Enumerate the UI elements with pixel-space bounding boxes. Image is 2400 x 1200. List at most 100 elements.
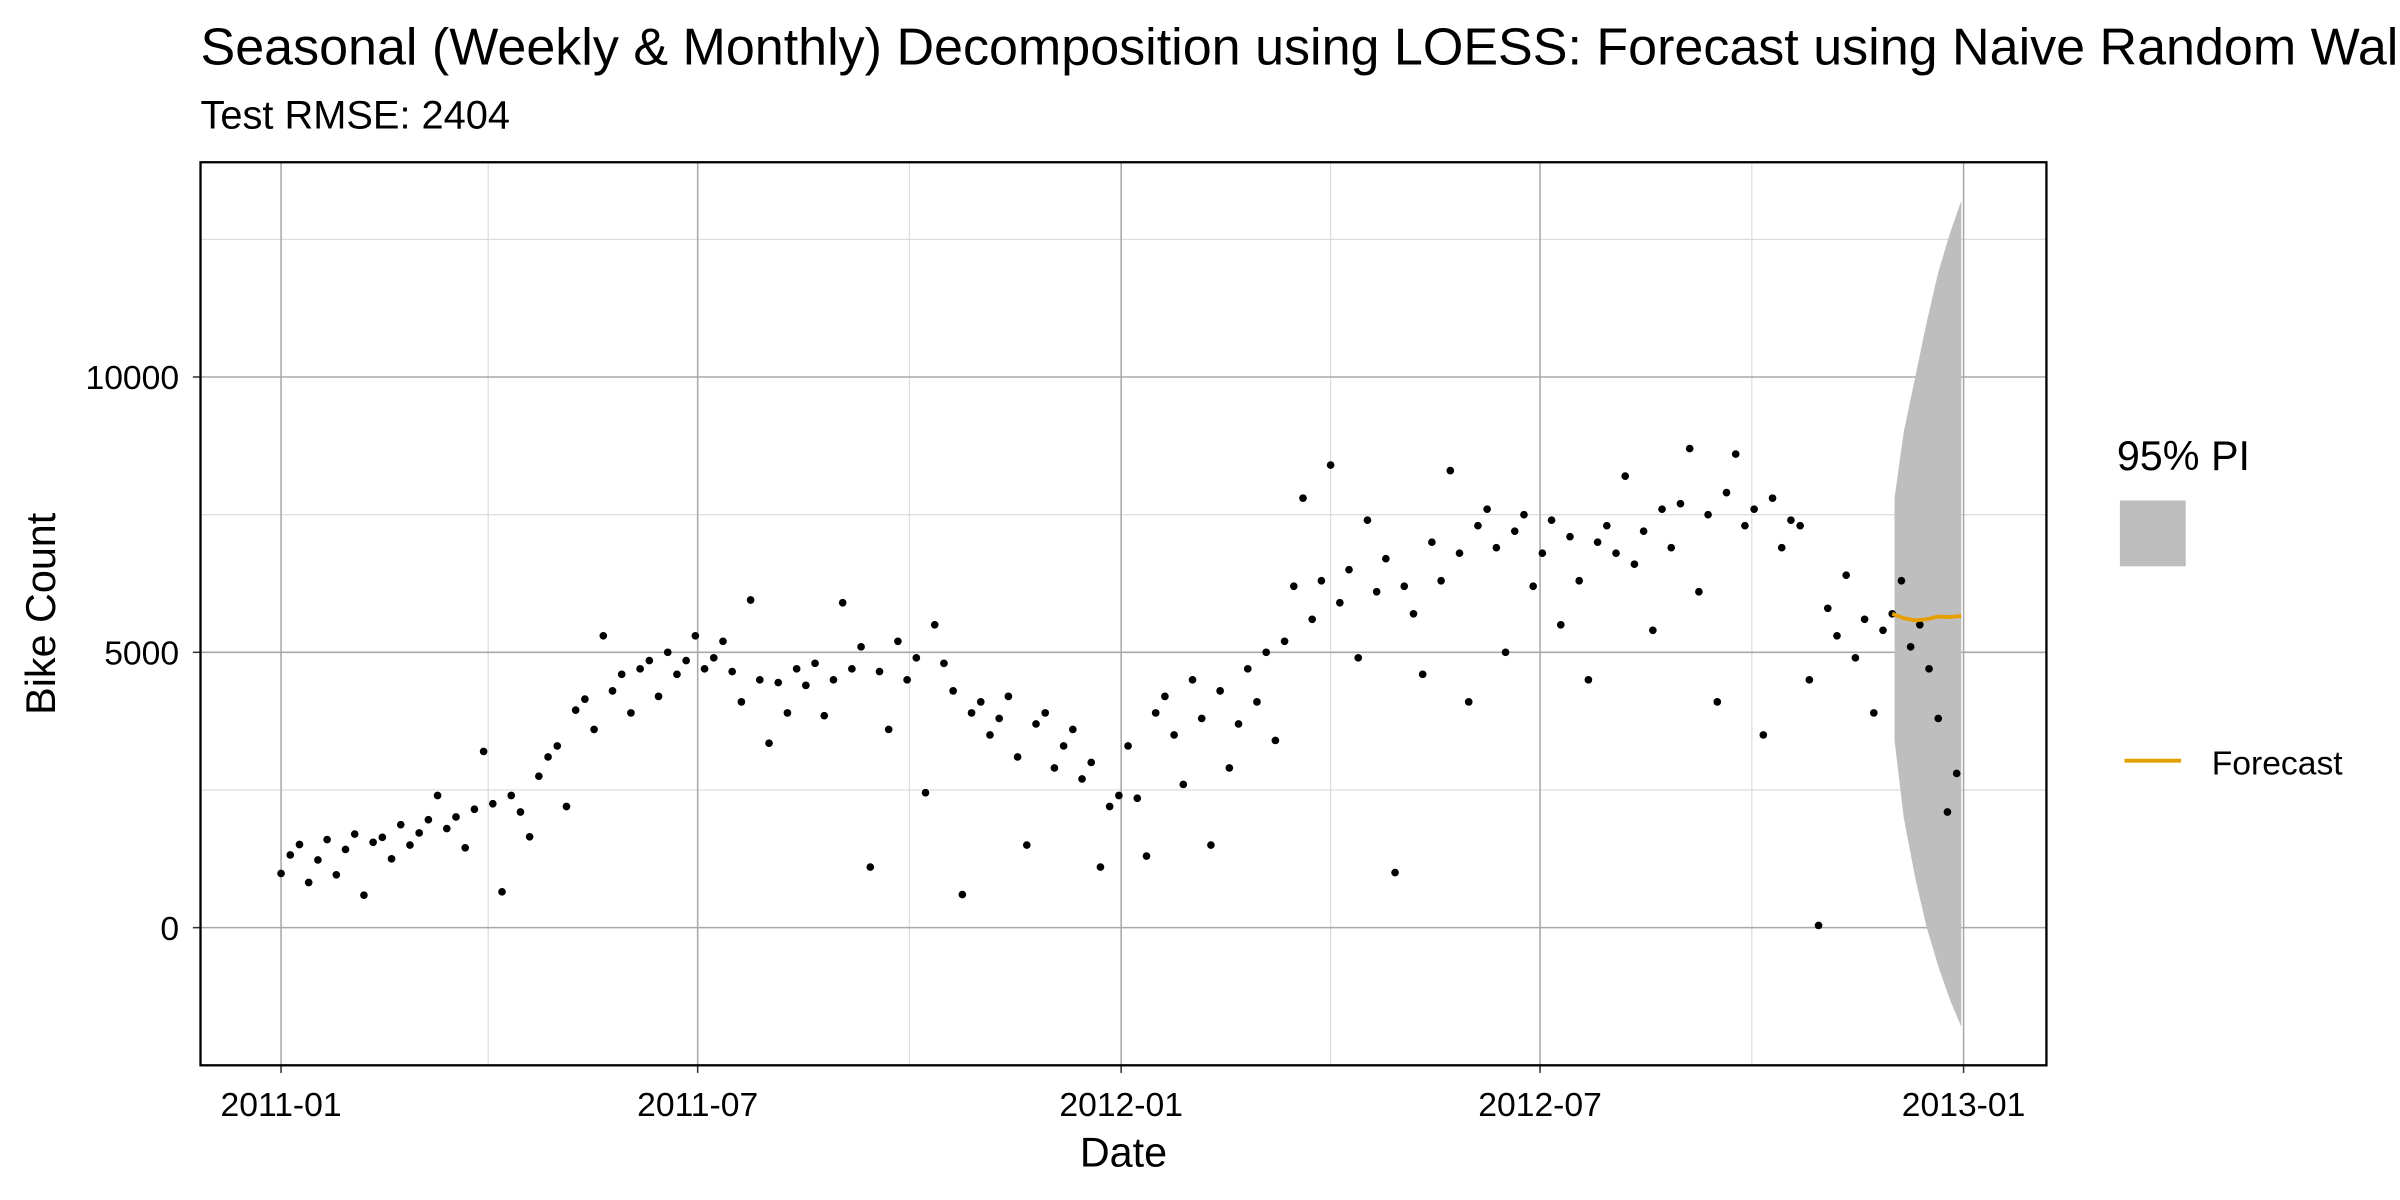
data-point	[1860, 615, 1869, 624]
data-point	[894, 637, 902, 646]
data-point	[1197, 714, 1206, 723]
data-point	[406, 841, 414, 849]
data-point	[1492, 543, 1501, 552]
data-point	[479, 747, 488, 756]
data-point	[1667, 543, 1676, 552]
data-point	[1612, 549, 1620, 558]
data-point	[1151, 709, 1160, 717]
data-point	[378, 833, 387, 842]
data-point	[314, 856, 322, 864]
data-point	[673, 670, 681, 679]
data-point	[848, 665, 856, 673]
prediction-band	[1894, 200, 1962, 1027]
data-point	[949, 687, 957, 695]
data-point	[1354, 654, 1363, 662]
x-tick-label: 2011-07	[637, 1087, 758, 1124]
data-point	[1409, 609, 1418, 618]
data-point	[1501, 648, 1510, 657]
data-point	[1593, 538, 1602, 547]
data-point	[1777, 543, 1786, 552]
data-point	[590, 725, 598, 734]
x-tick-label: 2011-01	[221, 1087, 342, 1124]
data-point	[1455, 549, 1464, 558]
data-point	[1750, 505, 1758, 513]
data-point	[958, 890, 967, 899]
data-point	[562, 802, 571, 811]
data-point	[1207, 841, 1215, 849]
data-point	[332, 870, 341, 879]
data-point	[1658, 505, 1666, 513]
data-point	[1823, 604, 1832, 613]
chart-title: Seasonal (Weekly & Monthly) Decompositio…	[201, 18, 2400, 76]
data-point	[544, 753, 552, 761]
data-point	[1575, 576, 1584, 585]
data-point	[802, 681, 810, 690]
data-point	[1704, 510, 1712, 519]
data-point	[1741, 521, 1749, 530]
data-point	[461, 843, 470, 852]
data-point	[866, 863, 875, 871]
data-point	[792, 665, 801, 673]
data-point	[369, 838, 377, 847]
data-point	[1474, 521, 1482, 530]
data-point	[1428, 538, 1436, 547]
data-point	[1520, 510, 1528, 519]
data-point	[1787, 516, 1795, 524]
data-point	[709, 654, 718, 662]
data-point	[755, 676, 764, 684]
data-point	[277, 869, 285, 878]
data-point	[765, 739, 773, 748]
data-point	[350, 830, 359, 838]
data-point	[820, 711, 829, 720]
data-point	[663, 648, 672, 657]
data-point	[857, 642, 865, 651]
data-point	[470, 805, 479, 814]
data-point	[1262, 648, 1270, 657]
data-point	[903, 676, 911, 684]
data-point	[1437, 576, 1445, 585]
data-point	[1676, 499, 1685, 508]
data-point	[1805, 676, 1814, 684]
data-point	[682, 656, 690, 665]
data-point	[1916, 620, 1924, 629]
data-point	[1372, 587, 1381, 596]
data-point	[1759, 731, 1768, 739]
data-point	[304, 878, 313, 887]
data-point	[912, 654, 921, 662]
data-point	[1234, 720, 1243, 728]
data-point	[1833, 631, 1841, 640]
data-point	[921, 788, 930, 797]
data-point	[1768, 494, 1777, 502]
data-point	[1004, 692, 1013, 701]
y-tick-label: 5000	[104, 636, 179, 673]
data-point	[553, 742, 562, 750]
data-point	[1556, 620, 1565, 629]
plot-border	[199, 161, 2048, 1067]
data-point	[286, 851, 295, 859]
data-point	[323, 835, 331, 844]
data-point	[1722, 488, 1731, 497]
forecast-line	[1891, 611, 1962, 623]
data-point	[1796, 521, 1804, 530]
data-point	[1243, 665, 1252, 673]
data-point	[1621, 472, 1630, 480]
data-point	[1289, 582, 1298, 591]
data-point	[636, 665, 644, 673]
data-point	[617, 670, 626, 679]
data-point	[516, 808, 525, 816]
data-point	[525, 832, 534, 841]
data-point	[1096, 863, 1105, 871]
data-point	[1639, 527, 1648, 536]
legend: 95% PI Forecast	[2117, 433, 2343, 783]
data-point	[608, 687, 617, 695]
data-point	[1032, 720, 1040, 728]
data-point	[1897, 576, 1906, 585]
data-point	[1602, 521, 1611, 530]
data-point	[599, 631, 608, 640]
x-axis-title: Date	[1080, 1129, 1167, 1175]
data-point	[1382, 554, 1390, 563]
data-point	[967, 709, 976, 717]
data-point	[1418, 670, 1427, 679]
data-point	[1464, 698, 1473, 706]
